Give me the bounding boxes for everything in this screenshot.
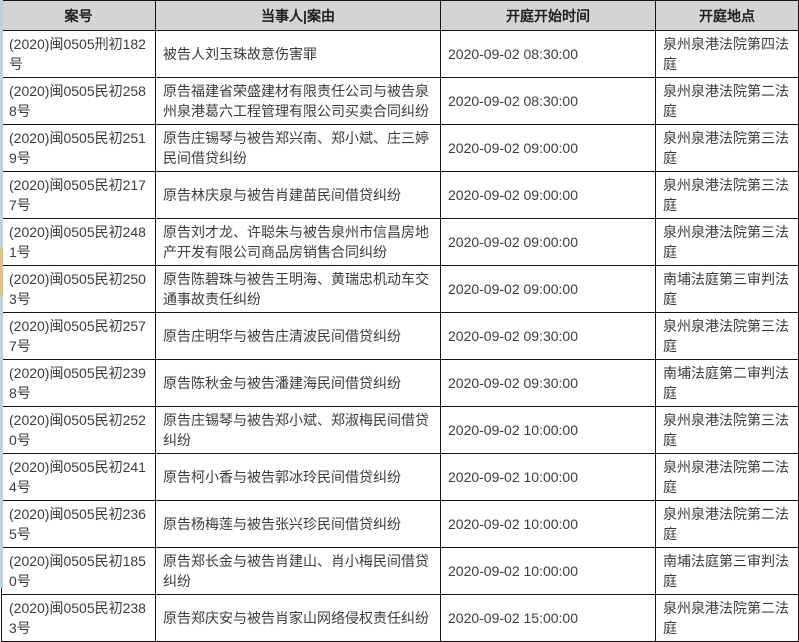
cell-parties: 原告庄锡琴与被告郑小斌、郑淑梅民间借贷纠纷	[155, 406, 441, 454]
cell-location: 泉州泉港法院第二法庭	[655, 453, 799, 501]
cell-start-time: 2020-09-02 10:00:00	[440, 547, 656, 595]
left-edge-strip-highlight	[0, 249, 3, 295]
cell-parties: 原告刘才龙、许聪朱与被告泉州市信昌房地产开发有限公司商品房销售合同纠纷	[155, 218, 441, 266]
cell-case-no: (2020)闽0505民初2588号	[1, 77, 156, 125]
cell-parties: 原告庄明华与被告庄清波民间借贷纠纷	[155, 312, 441, 360]
cell-case-no: (2020)闽0505民初1850号	[1, 547, 156, 595]
cell-parties: 被告人刘玉珠故意伤害罪	[155, 30, 441, 78]
cell-start-time: 2020-09-02 09:00:00	[440, 171, 656, 219]
cell-start-time: 2020-09-02 09:30:00	[440, 359, 656, 407]
table-row: (2020)闽0505民初2414号 原告柯小香与被告郭冰玲民间借贷纠纷 202…	[1, 453, 799, 501]
table-row: (2020)闽0505民初2177号 原告林庆泉与被告肖建苗民间借贷纠纷 202…	[1, 171, 799, 219]
column-header-start-time: 开庭开始时间	[440, 0, 656, 31]
header-row: 案号 当事人|案由 开庭开始时间 开庭地点	[1, 0, 799, 31]
cell-case-no: (2020)闽0505民初2414号	[1, 453, 156, 501]
cell-start-time: 2020-09-02 09:00:00	[440, 218, 656, 266]
cell-case-no: (2020)闽0505民初2365号	[1, 500, 156, 548]
table-row: (2020)闽0505民初2588号 原告福建省荣盛建材有限责任公司与被告泉州泉…	[1, 77, 799, 125]
cell-parties: 原告杨梅莲与被告张兴珍民间借贷纠纷	[155, 500, 441, 548]
table-row: (2020)闽0505民初2383号 原告郑庆安与被告肖家山网络侵权责任纠纷 2…	[1, 594, 799, 642]
cell-start-time: 2020-09-02 15:00:00	[440, 594, 656, 642]
cell-case-no: (2020)闽0505民初2398号	[1, 359, 156, 407]
cell-location: 南埔法庭第二审判法庭	[655, 359, 799, 407]
table-row: (2020)闽0505民初2365号 原告杨梅莲与被告张兴珍民间借贷纠纷 202…	[1, 500, 799, 548]
cell-case-no: (2020)闽0505民初2383号	[1, 594, 156, 642]
cell-start-time: 2020-09-02 09:00:00	[440, 265, 656, 313]
cell-location: 泉州泉港法院第三法庭	[655, 124, 799, 172]
table-row: (2020)闽0505民初2481号 原告刘才龙、许聪朱与被告泉州市信昌房地产开…	[1, 218, 799, 266]
cell-case-no: (2020)闽0505民初2519号	[1, 124, 156, 172]
cell-parties: 原告陈秋金与被告潘建海民间借贷纠纷	[155, 359, 441, 407]
cell-location: 泉州泉港法院第二法庭	[655, 77, 799, 125]
table-row: (2020)闽0505民初2398号 原告陈秋金与被告潘建海民间借贷纠纷 202…	[1, 359, 799, 407]
cell-start-time: 2020-09-02 10:00:00	[440, 406, 656, 454]
table-body: (2020)闽0505刑初182号 被告人刘玉珠故意伤害罪 2020-09-02…	[1, 30, 799, 642]
cell-parties: 原告陈碧珠与被告王明海、黄瑞忠机动车交通事故责任纠纷	[155, 265, 441, 313]
column-header-location: 开庭地点	[655, 0, 799, 31]
table-row: (2020)闽0505民初2577号 原告庄明华与被告庄清波民间借贷纠纷 202…	[1, 312, 799, 360]
cell-location: 泉州泉港法院第二法庭	[655, 500, 799, 548]
cell-start-time: 2020-09-02 08:30:00	[440, 77, 656, 125]
cell-case-no: (2020)闽0505民初2503号	[1, 265, 156, 313]
cell-start-time: 2020-09-02 09:30:00	[440, 312, 656, 360]
column-header-case-no: 案号	[1, 0, 156, 31]
cell-start-time: 2020-09-02 08:30:00	[440, 30, 656, 78]
cell-case-no: (2020)闽0505民初2520号	[1, 406, 156, 454]
cell-parties: 原告柯小香与被告郭冰玲民间借贷纠纷	[155, 453, 441, 501]
cell-location: 泉州泉港法院第三法庭	[655, 218, 799, 266]
table-row: (2020)闽0505民初2503号 原告陈碧珠与被告王明海、黄瑞忠机动车交通事…	[1, 265, 799, 313]
cell-case-no: (2020)闽0505民初2481号	[1, 218, 156, 266]
cell-location: 泉州泉港法院第三法庭	[655, 171, 799, 219]
cell-location: 泉州泉港法院第四法庭	[655, 30, 799, 78]
cell-parties: 原告林庆泉与被告肖建苗民间借贷纠纷	[155, 171, 441, 219]
table-row: (2020)闽0505刑初182号 被告人刘玉珠故意伤害罪 2020-09-02…	[1, 30, 799, 78]
cell-start-time: 2020-09-02 10:00:00	[440, 453, 656, 501]
cell-location: 泉州泉港法院第三法庭	[655, 406, 799, 454]
cell-parties: 原告郑长金与被告肖建山、肖小梅民间借贷纠纷	[155, 547, 441, 595]
table-row: (2020)闽0505民初2520号 原告庄锡琴与被告郑小斌、郑淑梅民间借贷纠纷…	[1, 406, 799, 454]
cell-case-no: (2020)闽0505民初2577号	[1, 312, 156, 360]
cell-location: 泉州泉港法院第二法庭	[655, 594, 799, 642]
cell-case-no: (2020)闽0505民初2177号	[1, 171, 156, 219]
cell-parties: 原告福建省荣盛建材有限责任公司与被告泉州泉港葛六工程管理有限公司买卖合同纠纷	[155, 77, 441, 125]
cell-location: 泉州泉港法院第三法庭	[655, 312, 799, 360]
table-row: (2020)闽0505民初1850号 原告郑长金与被告肖建山、肖小梅民间借贷纠纷…	[1, 547, 799, 595]
cell-location: 南埔法庭第三审判法庭	[655, 547, 799, 595]
column-header-parties: 当事人|案由	[155, 0, 441, 31]
cell-parties: 原告郑庆安与被告肖家山网络侵权责任纠纷	[155, 594, 441, 642]
table-row: (2020)闽0505民初2519号 原告庄锡琴与被告郑兴南、郑小斌、庄三婷民间…	[1, 124, 799, 172]
cell-parties: 原告庄锡琴与被告郑兴南、郑小斌、庄三婷民间借贷纠纷	[155, 124, 441, 172]
cell-case-no: (2020)闽0505刑初182号	[1, 30, 156, 78]
cell-start-time: 2020-09-02 09:00:00	[440, 124, 656, 172]
cell-start-time: 2020-09-02 10:00:00	[440, 500, 656, 548]
table-header: 案号 当事人|案由 开庭开始时间 开庭地点	[1, 0, 799, 31]
cell-location: 南埔法庭第三审判法庭	[655, 265, 799, 313]
